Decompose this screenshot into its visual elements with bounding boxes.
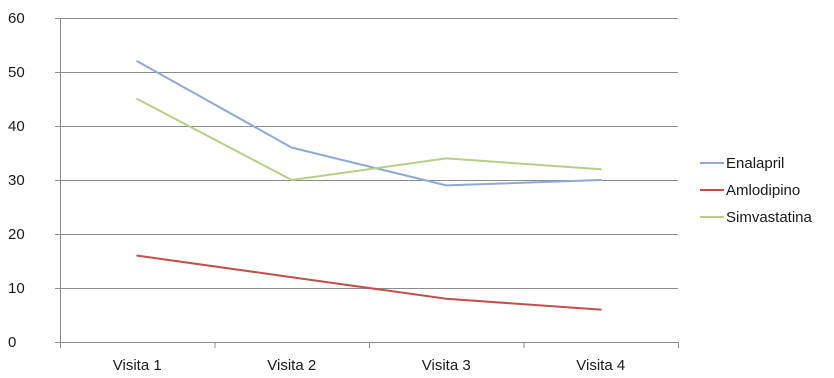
y-tick-label-50: 50 xyxy=(8,64,25,81)
y-tick-label-20: 20 xyxy=(8,226,25,243)
legend-label-simvastatina: Simvastatina xyxy=(726,209,813,226)
y-tick-label-30: 30 xyxy=(8,172,25,189)
x-tick-label-4: Visita 4 xyxy=(576,357,625,374)
x-tick-label-2: Visita 2 xyxy=(267,357,316,374)
series-line-amlodipino xyxy=(136,254,602,311)
x-axis-ticks: Visita 1 Visita 2 Visita 3 Visita 4 xyxy=(113,357,625,374)
axes xyxy=(55,18,679,348)
x-tick-label-1: Visita 1 xyxy=(113,357,162,374)
y-tick-label-0: 0 xyxy=(8,334,16,351)
x-tick-label-3: Visita 3 xyxy=(422,357,471,374)
series-line-simvastatina xyxy=(136,98,602,181)
y-axis-ticks: 0 10 20 30 40 50 60 xyxy=(8,10,25,351)
series-lines xyxy=(136,60,602,311)
legend: Enalapril Amlodipino Simvastatina xyxy=(700,155,813,226)
legend-label-enalapril: Enalapril xyxy=(726,155,784,172)
y-tick-label-40: 40 xyxy=(8,118,25,135)
series-line-enalapril xyxy=(136,60,602,187)
legend-label-amlodipino: Amlodipino xyxy=(726,182,800,199)
y-tick-label-60: 60 xyxy=(8,10,25,27)
gridlines xyxy=(60,18,678,289)
y-tick-label-10: 10 xyxy=(8,280,25,297)
